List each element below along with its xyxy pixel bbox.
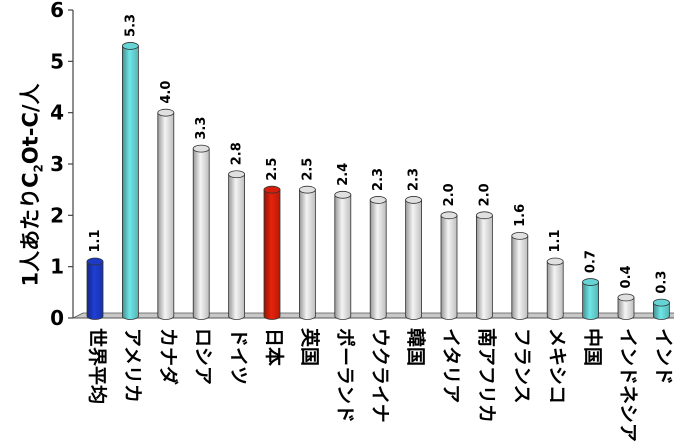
bar-body [192,148,210,320]
bar-top [653,298,670,307]
bar-9 [369,196,387,320]
bar-body [582,281,599,320]
bar-body [405,199,422,320]
bar-3 [157,108,175,320]
bar-top [157,108,175,117]
bar-top [440,211,458,220]
bar-value-label: 3.3 [194,117,209,140]
bar-1 [86,257,104,320]
bar-top [511,231,529,240]
category-label: カナダ [157,328,180,385]
category-label: インドネシア [617,328,639,442]
category-label: ポーランド [334,328,357,423]
bar-body [157,112,175,320]
bar-top [121,42,139,50]
y-tick-label: 3 [50,152,64,176]
bar-value-label: 0.3 [654,271,669,294]
bar-value-label: 2.0 [442,183,457,206]
category-label: ウクライナ [369,328,391,423]
bar-value-label: 2.5 [265,158,280,181]
bar-top [369,196,387,204]
bar-value-label: 2.8 [230,142,245,165]
category-label: 韓国 [405,328,428,366]
y-tick-label: 0 [50,306,64,330]
bar-value-label: 1.1 [548,230,563,253]
bar-15 [582,278,599,320]
bar-value-label: 0.4 [619,265,634,288]
category-label: ロシア [192,328,214,385]
bar-12 [475,211,493,320]
bar-2 [121,42,139,320]
bar-7 [298,185,316,320]
bar-top [582,278,599,286]
y-tick-label: 4 [50,101,64,125]
bar-value-label: 2.4 [336,163,351,186]
bar-value-label: 2.3 [407,168,422,191]
bar-value-label: 2.3 [371,168,386,191]
bar-10 [405,196,423,320]
bar-body [476,214,493,320]
bar-body [653,302,670,320]
bar-body [369,199,387,320]
bar-8 [334,190,352,320]
category-label: フランス [511,328,533,404]
bar-5 [228,170,246,320]
bar-body [617,297,635,320]
category-label: イタリア [440,328,462,403]
category-label: 英国 [298,328,321,366]
bar-body [334,194,352,320]
bar-value-label: 1.1 [88,230,103,253]
category-label: 世界平均 [86,328,109,404]
category-label: メキシコ [546,328,568,404]
bar-top [475,211,493,220]
bar-body [86,261,104,320]
bar-top [263,185,281,194]
bar-body [299,189,316,320]
bar-11 [440,211,458,320]
bar-top [86,257,104,266]
bar-14 [546,257,564,320]
bar-top [405,196,423,204]
category-label: インド [652,328,674,385]
bar-value-label: 5.3 [123,14,138,37]
category-label: 日本 [263,328,286,366]
bar-value-label: 0.7 [584,250,599,273]
bar-value-label: 2.5 [300,158,315,181]
bar-top [546,257,564,266]
category-label: アメリカ [121,328,143,403]
category-label: 中国 [582,328,605,366]
bar-top [228,170,246,179]
bar-13 [511,231,529,320]
bar-17 [653,298,670,320]
bar-top [334,190,352,199]
bar-4 [192,144,210,320]
category-label: ドイツ [228,328,250,385]
bar-top [192,144,210,153]
bar-16 [617,293,635,320]
bar-top [298,185,316,194]
y-tick-label: 5 [50,49,64,73]
bar-body [122,45,139,320]
y-tick-label: 2 [50,203,64,227]
bar-value-label: 1.6 [513,204,528,227]
y-tick-label: 6 [50,0,64,22]
bar-6 [263,185,281,320]
bar-body [546,261,564,320]
bar-body [228,173,245,320]
bar-body [440,214,458,320]
y-tick-label: 1 [50,255,64,279]
category-label: 南アフリカ [475,328,497,423]
bar-body [263,189,281,320]
bar-top [617,293,635,302]
bar-value-label: 2.0 [477,183,492,206]
bar-value-label: 4.0 [159,81,174,104]
bar-body [511,235,529,320]
